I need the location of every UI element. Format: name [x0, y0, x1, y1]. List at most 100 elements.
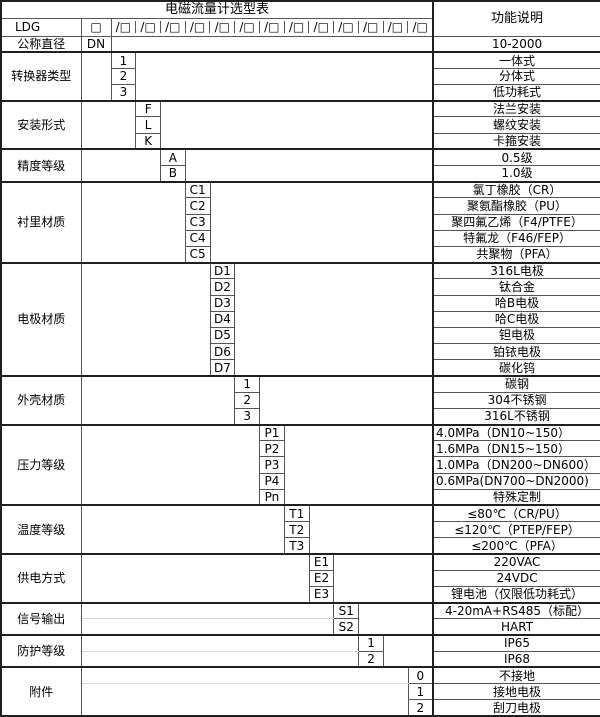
blank-cell [81, 553, 310, 603]
code-cell: F [135, 99, 162, 118]
desc-cell: 聚氨酯橡胶（PU） [432, 197, 600, 215]
code-cell: D4 [209, 310, 236, 328]
code-cell: T3 [283, 537, 310, 555]
model-slot: /□ [260, 21, 285, 33]
code-cell: C1 [184, 180, 211, 199]
blank-cell [333, 553, 434, 603]
code-cell: C2 [184, 197, 211, 215]
code-cell: B [160, 164, 186, 183]
model-suffix-box: □ [80, 17, 112, 37]
code-cell: K [135, 132, 162, 150]
section-label: 压力等级 [1, 423, 82, 506]
desc-cell: 钽电极 [432, 326, 600, 345]
code-cell: 2 [358, 650, 384, 668]
section-label: 衬里材质 [1, 180, 82, 263]
blank-cell [81, 601, 334, 620]
model-slot: /□ [210, 21, 236, 33]
blank-cell [81, 684, 408, 700]
code-cell: S1 [333, 601, 360, 620]
desc-cell: IP68 [432, 650, 600, 668]
blank-cell [358, 601, 434, 635]
blank-cell [81, 99, 136, 150]
desc-cell: 碳化钨 [432, 359, 600, 377]
blank-cell [160, 99, 434, 150]
section-label: 电极材质 [1, 261, 82, 376]
desc-cell: 特殊定制 [432, 488, 600, 506]
blank-cell [81, 700, 408, 716]
code-cell: 2 [407, 699, 434, 717]
desc-cell: 哈B电极 [432, 294, 600, 312]
desc-cell: 1.6MPa（DN15~150） [432, 440, 600, 458]
blank-cell [81, 504, 285, 554]
section-label: 防护等级 [1, 633, 82, 668]
desc-cell: 0.5级 [432, 148, 600, 167]
blank-cell [81, 51, 111, 101]
model-slot: /□ [359, 21, 384, 33]
code-cell: D5 [209, 326, 236, 345]
page-title: 电磁流量计选型表 [1, 1, 434, 19]
desc-cell: 0.6MPa(DN700~DN2000) [432, 472, 600, 490]
desc-cell: HART [432, 618, 600, 636]
blank-cell [234, 261, 434, 376]
section-label: 信号输出 [1, 601, 82, 635]
desc-cell: 锂电池（仅限低功耗式） [432, 585, 600, 604]
blank-cell [259, 374, 434, 425]
desc-cell: 共聚物（PFA） [432, 245, 600, 264]
code-cell: 2 [234, 391, 261, 409]
desc-cell: ≤120℃（PTEP/FEP） [432, 521, 600, 539]
code-cell: T2 [283, 521, 310, 539]
code-cell: 0 [407, 666, 434, 685]
code-cell: E3 [308, 585, 335, 604]
blank-cell [81, 423, 260, 506]
blank-cell [81, 261, 211, 376]
desc-cell: 钛合金 [432, 278, 600, 296]
section-label: 附件 [1, 666, 82, 716]
function-column-header: 功能说明 [432, 1, 600, 37]
desc-cell: 卡箍安装 [432, 132, 600, 150]
section-label: 温度等级 [1, 504, 82, 554]
code-cell: D2 [209, 278, 236, 296]
blank-cell [383, 633, 434, 668]
blank-cell [81, 651, 359, 667]
desc-cell: 氯丁橡胶（CR） [432, 180, 600, 199]
model-slots: /□ /□ /□ /□ /□ /□ /□ /□ /□ /□ /□ /□ /□ [112, 21, 433, 33]
model-slot: /□ [186, 21, 211, 33]
desc-cell: 316L不锈钢 [432, 407, 600, 426]
code-cell: Pn [259, 488, 285, 506]
model-slot: /□ [161, 21, 186, 33]
desc-cell: IP65 [432, 633, 600, 652]
blank-cell [284, 423, 434, 506]
desc-cell: 4.0MPa（DN10~150） [432, 423, 600, 442]
model-slot: /□ [285, 21, 310, 33]
code-cell: 3 [110, 84, 137, 102]
desc-cell: 哈C电极 [432, 310, 600, 328]
code-cell: P2 [259, 440, 285, 458]
desc-cell: 316L电极 [432, 261, 600, 280]
model-slot: /□ [412, 20, 428, 34]
blank-cell [81, 619, 334, 635]
code-cell: D3 [209, 294, 236, 312]
blank-cell [81, 666, 409, 685]
model-slot: /□ [235, 21, 260, 33]
code-cell: D6 [209, 343, 236, 361]
code-cell: D7 [209, 359, 236, 377]
blank-cell [81, 633, 359, 652]
model-slot: /□ [309, 21, 335, 33]
code-cell: 1 [110, 51, 137, 69]
desc-cell: 220VAC [432, 552, 600, 571]
section-label: 外壳材质 [1, 374, 82, 425]
desc-cell: 10-2000 [432, 35, 600, 53]
desc-cell: 不接地 [432, 666, 600, 685]
code-cell: E2 [308, 569, 335, 587]
code-cell: DN [80, 35, 112, 53]
blank-cell [81, 374, 235, 425]
desc-cell: 304不锈钢 [432, 391, 600, 409]
blank-cell [185, 148, 434, 182]
desc-cell: 铂铱电极 [432, 343, 600, 361]
code-cell: 3 [234, 407, 261, 426]
code-cell: P3 [259, 456, 285, 474]
model-slot: /□ [136, 21, 161, 33]
code-cell: D1 [209, 261, 236, 280]
model-slot: /□ [334, 21, 359, 33]
